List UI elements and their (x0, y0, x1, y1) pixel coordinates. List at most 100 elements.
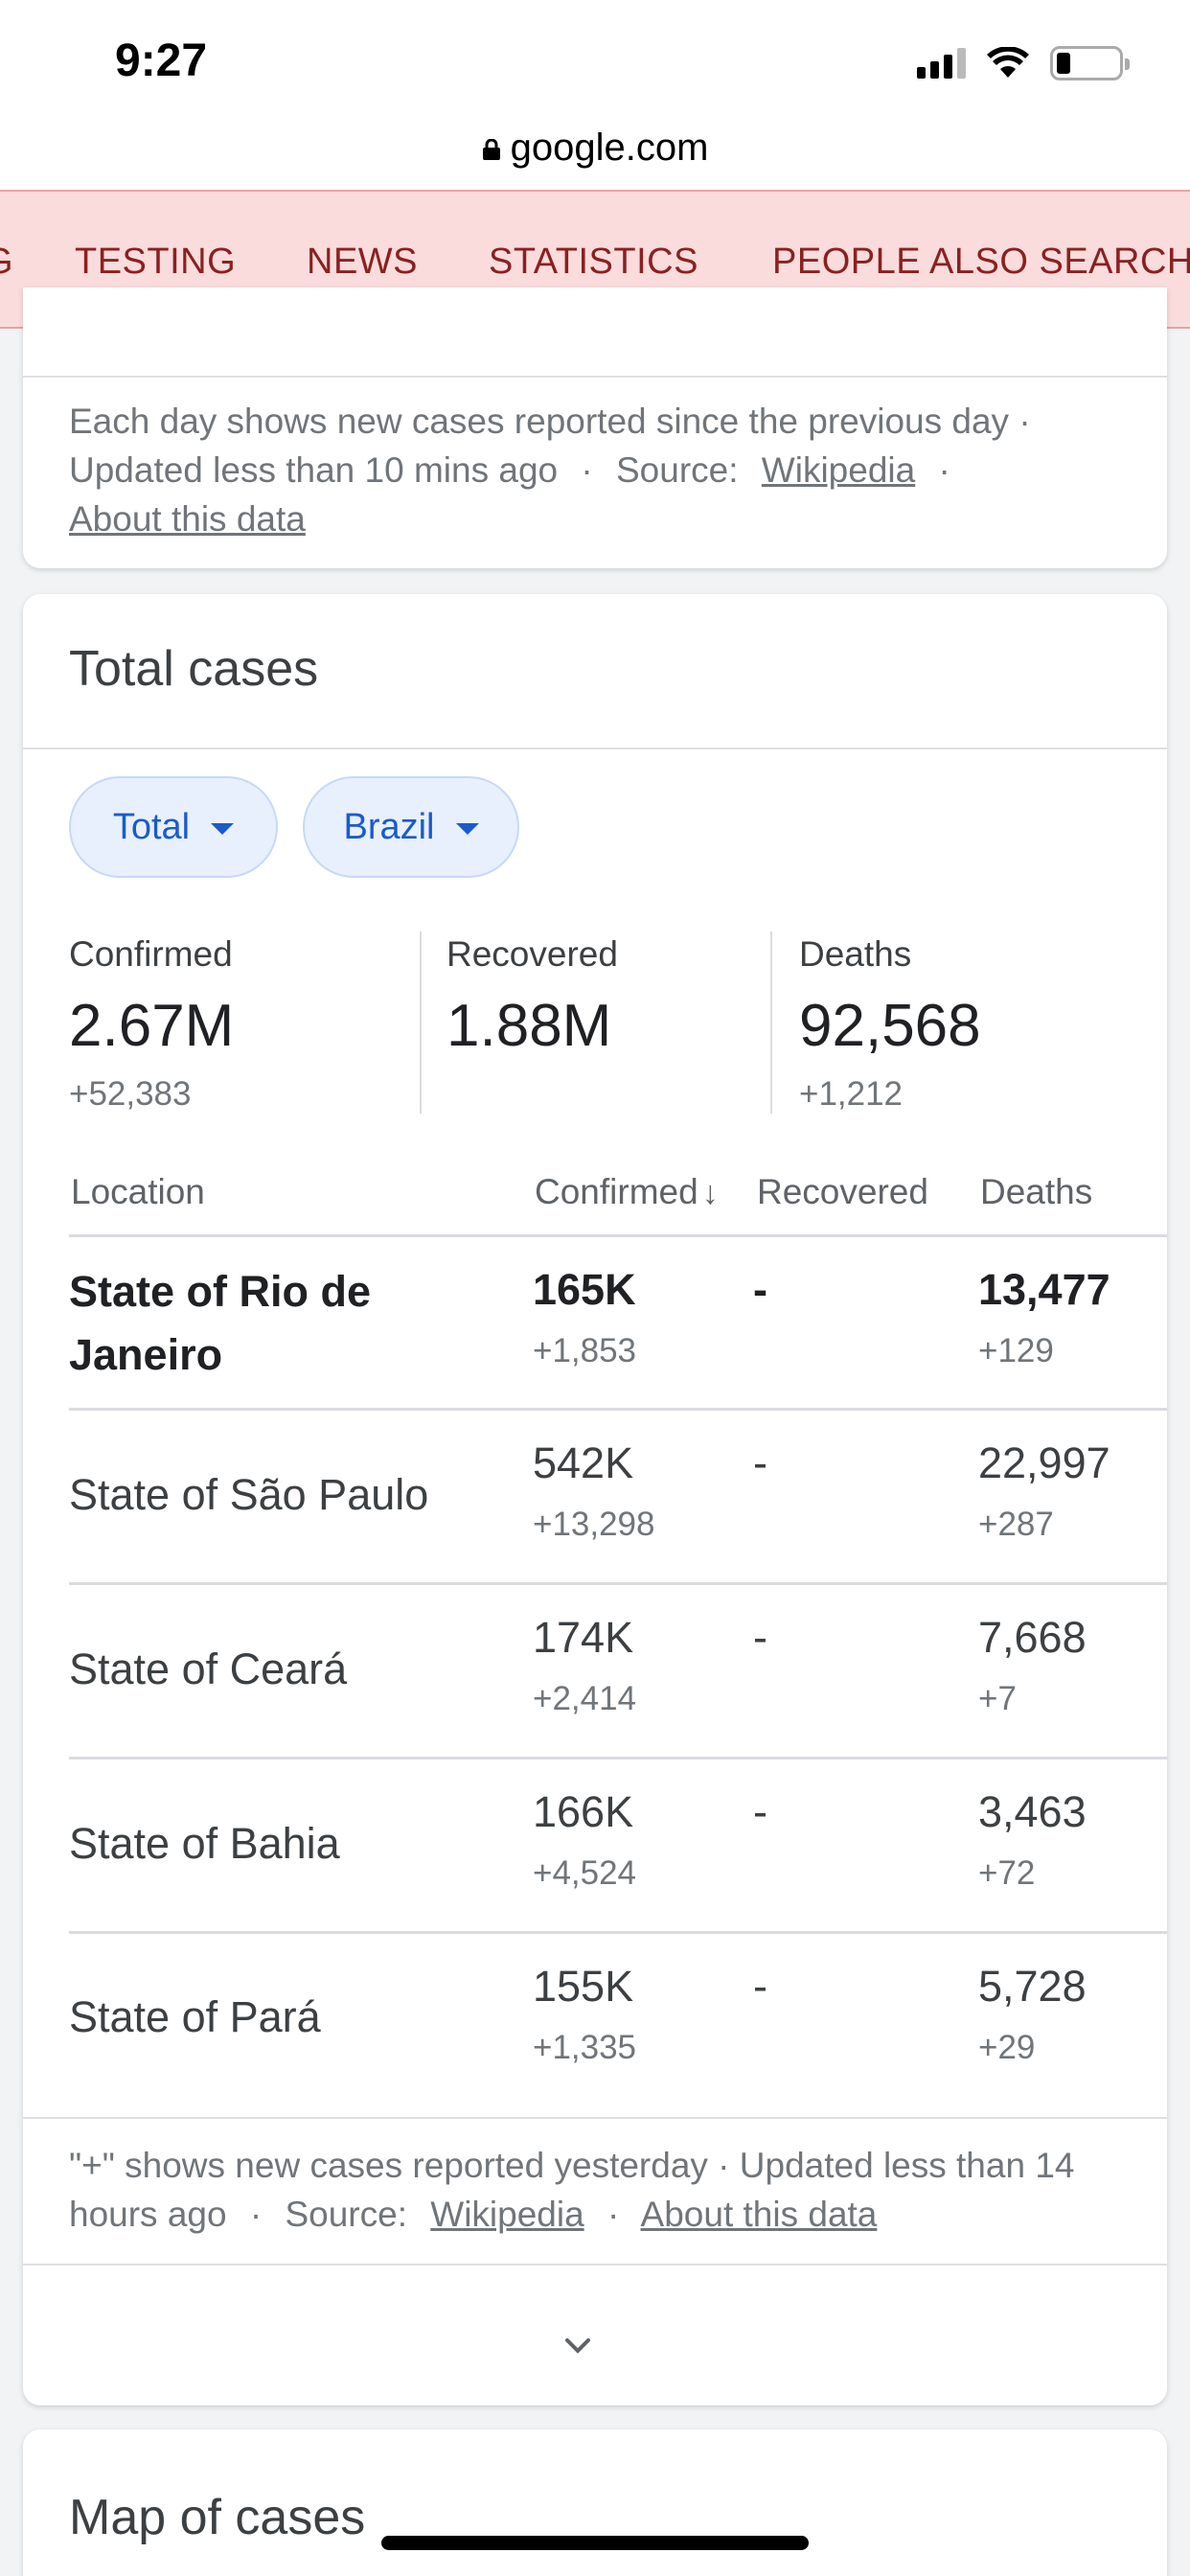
stat-value: 1.88M (446, 993, 612, 1059)
wifi-icon (987, 47, 1029, 78)
divider (23, 2117, 1167, 2119)
divider (23, 2264, 1167, 2266)
column-header-confirmed[interactable]: Confirmed ↓ (535, 1172, 719, 1212)
chip-label: Total (112, 806, 191, 847)
dropdown-caret-icon (211, 823, 235, 835)
table-header-divider (69, 1234, 1167, 1237)
tab-partial[interactable]: G (0, 242, 13, 283)
row-confirmed-delta: +4,524 (533, 1854, 637, 1892)
row-confirmed: 155K (533, 1962, 634, 2011)
tab-people-also-search[interactable]: PEOPLE ALSO SEARCH (772, 242, 1190, 282)
previous-card: Each day shows new cases reported since … (23, 288, 1167, 568)
url-text: google.com (510, 126, 709, 169)
row-divider (69, 1757, 1167, 1760)
region-filter-chip[interactable]: Brazil (303, 776, 519, 878)
footnote-text: "+" shows new cases reported yesterday ·… (69, 2146, 1075, 2185)
column-header-location[interactable]: Location (71, 1172, 205, 1211)
row-deaths: 3,463 (978, 1787, 1087, 1836)
card-title: Total cases (69, 641, 319, 697)
stat-label: Confirmed (69, 934, 233, 974)
wikipedia-link[interactable]: Wikipedia (761, 450, 916, 490)
row-location: State of Ceará (69, 1644, 348, 1693)
metric-filter-chip[interactable]: Total (69, 776, 278, 878)
column-header-recovered[interactable]: Recovered (757, 1172, 928, 1211)
row-location-line: State of Rio de (69, 1267, 372, 1316)
stat-label: Deaths (799, 934, 912, 974)
row-recovered: - (753, 1265, 767, 1314)
tab-statistics[interactable]: STATISTICS (489, 242, 698, 282)
row-divider (69, 1582, 1167, 1585)
status-icons (917, 46, 1130, 80)
row-confirmed-delta: +1,853 (533, 1332, 637, 1369)
row-confirmed-delta: +2,414 (533, 1680, 637, 1717)
row-location: State of Bahia (69, 1819, 340, 1868)
row-location-line: Janeiro (69, 1330, 223, 1379)
stat-label: Recovered (446, 934, 618, 974)
row-location: State of São Paulo (69, 1470, 429, 1519)
home-indicator[interactable] (381, 2536, 809, 2550)
stat-value: 2.67M (69, 993, 235, 1059)
divider (23, 376, 1167, 378)
separator: · (606, 2195, 620, 2234)
about-this-data-link[interactable]: About this data (69, 499, 306, 539)
status-time: 9:27 (115, 35, 208, 86)
map-of-cases-card: Map of cases (23, 2429, 1167, 2576)
row-deaths: 7,668 (978, 1613, 1087, 1662)
row-deaths: 22,997 (978, 1438, 1110, 1487)
stat-value: 92,568 (799, 993, 981, 1059)
updated-text: hours ago (69, 2195, 227, 2234)
separator: · (249, 2195, 263, 2234)
status-bar: 9:27 (0, 0, 1190, 125)
total-cases-card: Total cases Total Brazil Confirmed 2.67M… (23, 594, 1167, 2405)
row-divider (69, 1408, 1167, 1411)
url-bar[interactable]: google.com (0, 117, 1190, 190)
divider (23, 748, 1167, 749)
column-header-deaths[interactable]: Deaths (980, 1172, 1093, 1211)
row-confirmed-delta: +1,335 (533, 2029, 637, 2066)
row-recovered: - (753, 1962, 767, 2011)
row-deaths: 5,728 (978, 1962, 1087, 2011)
separator: · (581, 450, 593, 490)
row-recovered: - (753, 1787, 767, 1836)
summary-divider (420, 932, 422, 1114)
sort-arrow-down-icon: ↓ (701, 1175, 719, 1211)
previous-card-footnote: Each day shows new cases reported since … (69, 397, 1142, 543)
about-this-data-link[interactable]: About this data (640, 2195, 878, 2234)
row-location: State of Pará (69, 1992, 321, 2041)
stat-delta: +52,383 (69, 1075, 192, 1113)
tab-testing[interactable]: TESTING (75, 242, 237, 282)
footnote-text: Each day shows new cases reported since … (69, 402, 1031, 441)
wikipedia-link[interactable]: Wikipedia (430, 2195, 584, 2234)
row-deaths-delta: +29 (978, 2029, 1036, 2066)
chip-label: Brazil (343, 806, 435, 847)
row-location: State of Rio de Janeiro (69, 1260, 371, 1387)
row-divider (69, 1931, 1167, 1934)
updated-text: Updated less than 10 mins ago (69, 450, 559, 490)
row-deaths-delta: +72 (978, 1854, 1036, 1892)
tab-news[interactable]: NEWS (307, 242, 418, 282)
header-label: Confirmed (535, 1172, 698, 1211)
row-confirmed: 542K (533, 1438, 634, 1487)
row-confirmed: 174K (533, 1613, 634, 1662)
row-deaths-delta: +287 (978, 1506, 1054, 1543)
confirmed-summary: Confirmed 2.67M +52,383 (69, 934, 234, 1114)
battery-icon (1050, 46, 1130, 80)
cellular-signal-icon (917, 48, 966, 79)
dropdown-caret-icon (455, 823, 479, 835)
row-recovered: - (753, 1438, 767, 1487)
row-confirmed: 165K (533, 1265, 636, 1314)
source-label: Source: (285, 2195, 407, 2234)
stat-delta: +1,212 (799, 1075, 904, 1113)
row-deaths-delta: +129 (978, 1332, 1054, 1369)
row-deaths: 13,477 (978, 1265, 1110, 1314)
recovered-summary: Recovered 1.88M (446, 934, 618, 1060)
table-footnote: "+" shows new cases reported yesterday ·… (69, 2141, 1142, 2239)
summary-divider (770, 932, 772, 1114)
row-recovered: - (753, 1613, 767, 1662)
lock-icon (482, 139, 500, 160)
deaths-summary: Deaths 92,568 +1,212 (799, 934, 981, 1114)
chevron-down-icon[interactable] (563, 2332, 592, 2360)
row-deaths-delta: +7 (978, 1680, 1017, 1717)
separator: · (938, 450, 950, 490)
card-title: Map of cases (69, 2490, 366, 2545)
